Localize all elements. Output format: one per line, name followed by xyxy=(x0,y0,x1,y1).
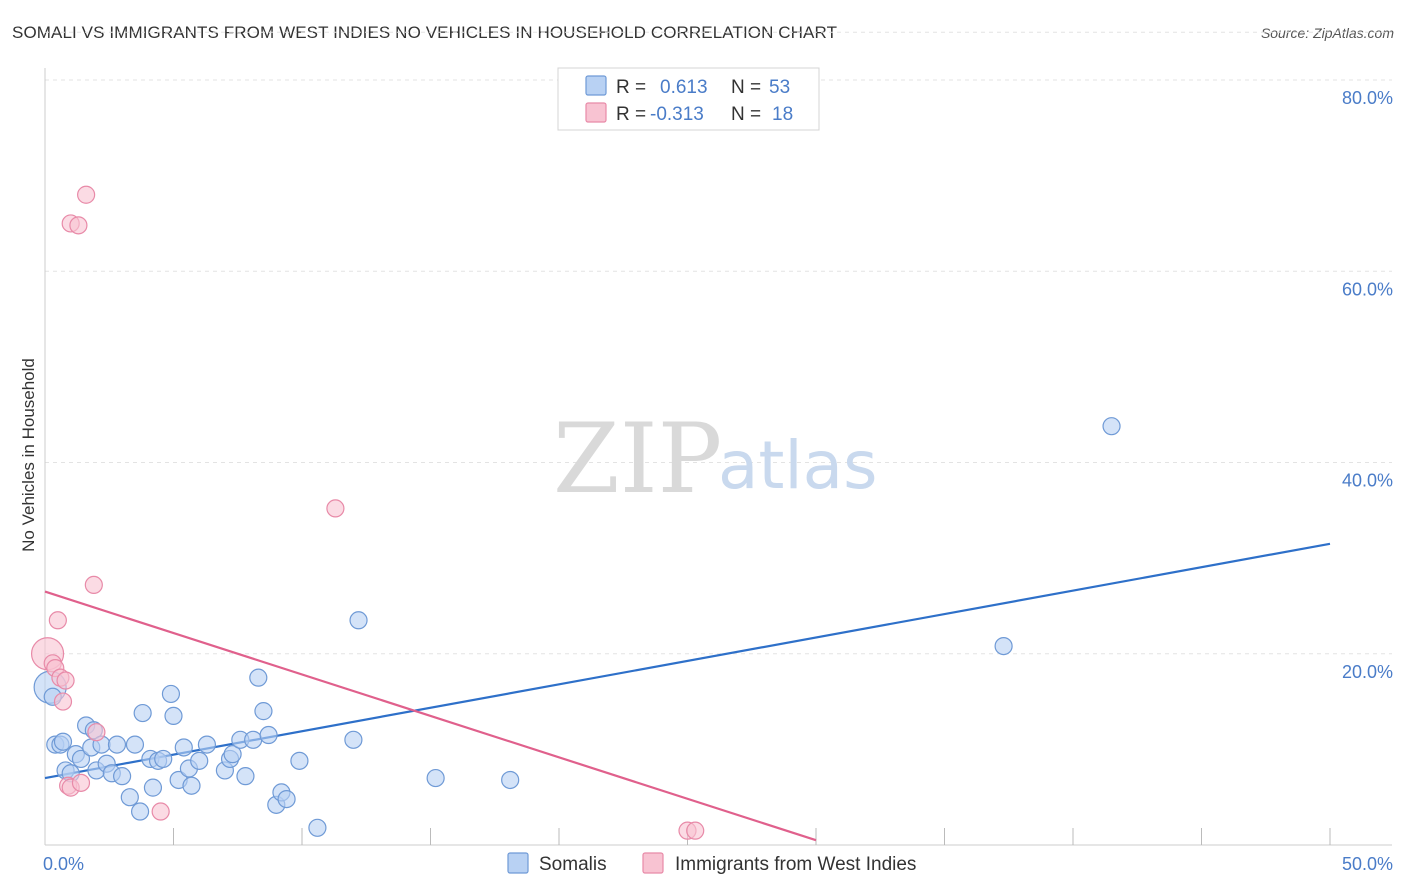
trendline-west-indies xyxy=(44,590,817,842)
point-west-indies xyxy=(151,802,170,821)
point-somalis xyxy=(197,735,217,754)
x-tick-labels: 0.0% 50.0% xyxy=(43,854,1393,874)
point-west-indies xyxy=(686,821,705,840)
point-somalis xyxy=(182,776,201,795)
point-somalis xyxy=(71,749,91,769)
trendlines xyxy=(44,542,1331,842)
x-tick-label: 50.0% xyxy=(1342,854,1393,874)
legend-n-label-west-indies: N = xyxy=(731,104,761,125)
point-somalis xyxy=(161,684,181,704)
series-legend-swatch-west-indies xyxy=(642,852,664,874)
point-somalis xyxy=(164,706,183,726)
point-somalis xyxy=(501,770,520,790)
point-somalis xyxy=(244,730,263,749)
series-legend-label-west-indies: Immigrants from West Indies xyxy=(675,854,916,875)
point-west-indies xyxy=(87,723,106,742)
point-somalis xyxy=(223,745,242,764)
watermark: ZIP atlas xyxy=(553,403,878,515)
legend-n-value-west-indies: 18 xyxy=(772,104,793,125)
point-somalis xyxy=(130,802,150,821)
legend-n-label-somalis: N = xyxy=(731,77,761,98)
point-somalis xyxy=(154,749,173,769)
point-west-indies xyxy=(53,692,73,711)
point-west-indies xyxy=(56,671,75,690)
y-tick-label: 80.0% xyxy=(1342,88,1393,108)
point-somalis xyxy=(112,767,132,786)
point-somalis xyxy=(1102,417,1121,436)
point-somalis xyxy=(133,703,152,723)
point-somalis xyxy=(308,818,327,837)
axes xyxy=(44,68,1392,846)
point-west-indies xyxy=(48,611,67,630)
point-somalis xyxy=(249,668,268,687)
y-tick-label: 40.0% xyxy=(1342,471,1393,491)
point-somalis xyxy=(254,702,273,721)
legend-r-value-somalis: 0.613 xyxy=(660,77,708,98)
y-tick-label: 20.0% xyxy=(1342,662,1393,682)
point-somalis xyxy=(107,735,127,754)
point-somalis xyxy=(259,725,278,745)
point-somalis xyxy=(120,788,139,807)
y-axis-label: No Vehicles in Household xyxy=(19,358,38,552)
legend-r-value-west-indies: -0.313 xyxy=(650,104,704,125)
point-somalis xyxy=(174,738,193,757)
legend-swatch-somalis xyxy=(585,75,607,96)
point-somalis xyxy=(53,732,73,751)
legend-n-value-somalis: 53 xyxy=(769,77,790,98)
series-legend: Somalis Immigrants from West Indies xyxy=(507,852,916,875)
series-legend-swatch-somalis xyxy=(507,852,529,874)
point-west-indies xyxy=(326,499,345,518)
point-somalis xyxy=(994,636,1013,656)
point-west-indies xyxy=(71,773,91,792)
series-legend-label-somalis: Somalis xyxy=(539,854,607,875)
y-tick-label: 60.0% xyxy=(1342,279,1393,299)
point-somalis xyxy=(426,768,445,788)
y-tick-labels: 20.0% 40.0% 60.0% 80.0% xyxy=(1342,88,1393,682)
point-somalis xyxy=(236,767,255,786)
stats-legend: R = 0.613 N = 53 R = -0.313 N = 18 xyxy=(557,67,820,131)
point-somalis xyxy=(344,730,363,749)
point-somalis xyxy=(143,778,163,797)
data-points xyxy=(30,185,1121,840)
legend-swatch-west-indies xyxy=(585,102,607,123)
point-west-indies xyxy=(69,216,88,235)
point-west-indies xyxy=(84,575,103,595)
watermark-atlas: atlas xyxy=(718,427,878,504)
legend-r-label-west-indies: R = xyxy=(616,104,646,125)
watermark-zip: ZIP xyxy=(553,403,722,515)
point-somalis xyxy=(277,789,296,809)
source-label: Source: ZipAtlas.com xyxy=(1260,25,1394,41)
x-tick-label: 0.0% xyxy=(43,854,84,874)
point-somalis xyxy=(349,611,368,630)
point-west-indies xyxy=(77,185,96,204)
point-somalis xyxy=(125,735,145,754)
gridlines xyxy=(45,31,1392,655)
point-somalis xyxy=(190,751,209,770)
legend-r-label-somalis: R = xyxy=(616,77,646,98)
point-somalis xyxy=(290,751,309,770)
